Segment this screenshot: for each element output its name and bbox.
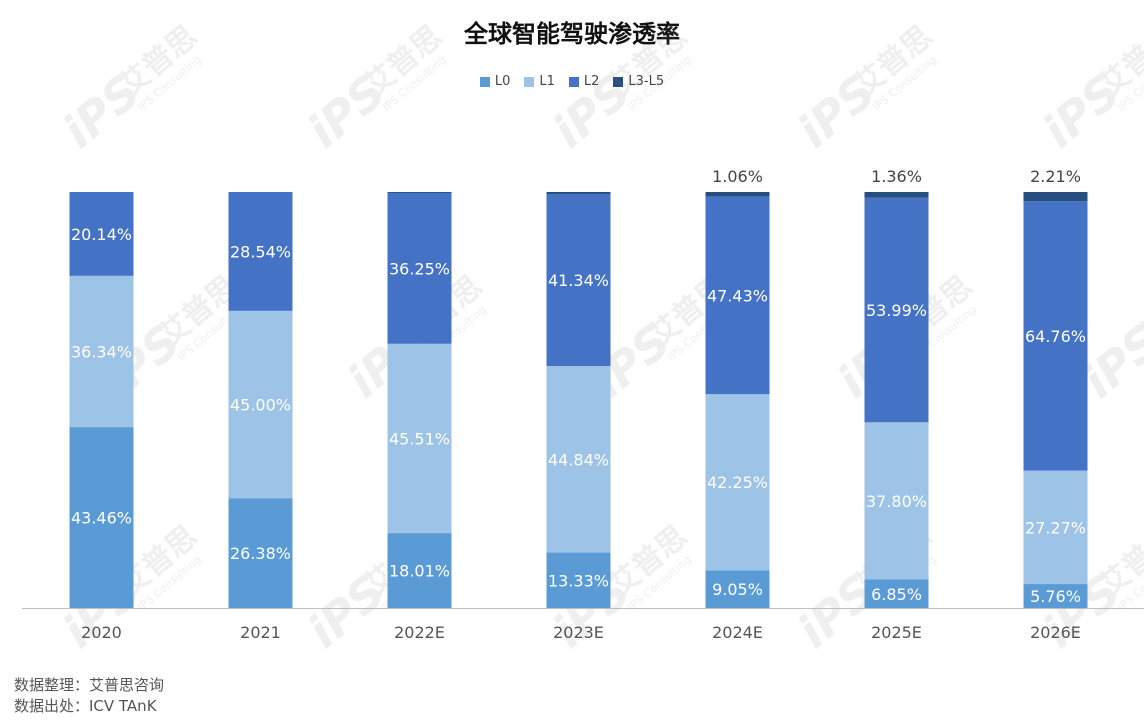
x-tick-label: 2022E — [394, 623, 445, 642]
bar-segment-l2-2026e — [1023, 201, 1088, 471]
chart-title: 全球智能驾驶渗透率 — [464, 20, 680, 48]
data-labels-layer: 43.46% 36.34% 20.14% 26.38% 45.00% 28.54% 18.0… — [71, 167, 1086, 606]
data-label: 37.80% — [866, 492, 927, 511]
data-label: 18.01% — [389, 562, 450, 581]
legend-label-l2: L2 — [583, 74, 600, 89]
legend-swatch-l2 — [568, 76, 579, 87]
bar-segment-l1-2026e — [1023, 470, 1088, 585]
data-label: 36.25% — [389, 259, 450, 278]
legend-label-l0: L0 — [494, 74, 511, 89]
legend-item-l1: L1 — [524, 74, 555, 89]
bar-segment-l0-2024e — [705, 570, 770, 608]
data-label: 36.34% — [71, 342, 132, 361]
bar-segment-l1-2023e — [546, 366, 611, 553]
bar-segment-l0-2020 — [69, 427, 134, 608]
x-tick-label: 2021 — [240, 623, 281, 642]
data-label: 43.46% — [71, 509, 132, 528]
data-label: 41.34% — [548, 271, 609, 290]
bar-segment-l2-2022e — [387, 192, 452, 344]
data-label: 42.25% — [707, 473, 768, 492]
bar-segment-l0-2025e — [864, 579, 929, 608]
data-label: 45.00% — [230, 395, 291, 414]
bar-segment-l1-2025e — [864, 422, 929, 580]
legend: L0 L1 L2 L3-L5 — [0, 74, 1144, 89]
data-label: 1.06% — [712, 167, 763, 186]
legend-swatch-l1 — [524, 76, 535, 87]
data-label: 13.33% — [548, 571, 609, 590]
data-label: 5.76% — [1030, 587, 1081, 606]
bar-segment-l0-2022e — [387, 533, 452, 608]
data-label: 9.05% — [712, 580, 763, 599]
data-label: 26.38% — [230, 544, 291, 563]
bar-segment-l0-2023e — [546, 552, 611, 608]
data-label: 44.84% — [548, 450, 609, 469]
legend-swatch-l3-l5 — [613, 76, 624, 87]
bar-segment-l2-2021 — [228, 192, 293, 311]
bar-segment-l3-l5-2026e — [1023, 192, 1088, 202]
legend-swatch-l0 — [479, 76, 490, 87]
data-label: 28.54% — [230, 242, 291, 261]
bar-segment-l2-2020 — [69, 192, 134, 276]
x-tick-label: 2026E — [1030, 623, 1081, 642]
data-label: 45.51% — [389, 429, 450, 448]
bar-segment-l1-2021 — [228, 310, 293, 499]
legend-item-l0: L0 — [479, 74, 511, 89]
x-tick-label: 2024E — [712, 623, 763, 642]
data-label: 53.99% — [866, 301, 927, 320]
bar-segment-l3-l5-2024e — [705, 192, 770, 197]
x-tick-label: 2020 — [81, 623, 122, 642]
data-label: 1.36% — [871, 167, 922, 186]
x-tick-label: 2023E — [553, 623, 604, 642]
data-label: 27.27% — [1025, 518, 1086, 537]
data-label: 20.14% — [71, 225, 132, 244]
legend-item-l3-l5: L3-L5 — [613, 74, 664, 89]
bar-segment-l1-2022e — [387, 343, 452, 534]
data-label: 6.85% — [871, 585, 922, 604]
data-label: 2.21% — [1030, 167, 1081, 186]
bar-segment-l3-l5-2022e — [387, 192, 452, 193]
legend-item-l2: L2 — [568, 74, 600, 89]
bar-segment-l3-l5-2025e — [864, 192, 929, 198]
source-note: 数据整理：艾普思咨询 — [14, 676, 165, 694]
bar-segment-l1-2020 — [69, 275, 134, 428]
bar-segment-l1-2024e — [705, 394, 770, 571]
data-label: 64.76% — [1025, 327, 1086, 346]
bars-layer — [69, 192, 1088, 608]
source-origin: 数据出处：ICV TAnK — [14, 697, 157, 715]
legend-label-l1: L1 — [539, 74, 555, 89]
bar-segment-l2-2024e — [705, 196, 770, 395]
legend-label-l3-l5: L3-L5 — [628, 74, 665, 89]
bar-segment-l0-2021 — [228, 498, 293, 608]
bar-segment-l2-2025e — [864, 197, 929, 423]
bar-segment-l2-2023e — [546, 194, 611, 367]
data-label: 47.43% — [707, 286, 768, 305]
bar-segment-l0-2026e — [1023, 584, 1088, 608]
bar-segment-l3-l5-2023e — [546, 192, 611, 195]
x-tick-label: 2025E — [871, 623, 922, 642]
